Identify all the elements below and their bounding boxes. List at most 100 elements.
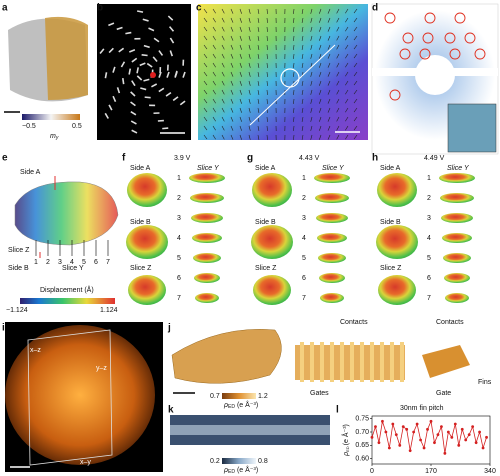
arrow — [345, 107, 349, 113]
colorbar-tick: −0.5 — [22, 123, 36, 130]
arrow — [203, 44, 208, 50]
arrow — [345, 26, 349, 32]
panel-letter: f — [122, 153, 126, 164]
arrow — [130, 120, 137, 125]
arrow — [327, 80, 331, 86]
slice — [441, 213, 473, 223]
slice-label: Slice Z — [8, 247, 30, 254]
data-point — [381, 419, 384, 423]
arrow — [212, 26, 216, 32]
peak-circle — [464, 32, 476, 44]
arrow — [116, 87, 121, 94]
unit: (e Å⁻³) — [237, 400, 258, 409]
arrow — [120, 61, 126, 68]
annotation: Contacts — [340, 319, 368, 326]
arrow — [230, 35, 234, 41]
arrow — [203, 62, 208, 68]
arrow — [257, 98, 260, 104]
side-label: Side B — [130, 219, 151, 226]
arrow — [353, 44, 358, 50]
arrow — [266, 17, 268, 24]
fin — [350, 342, 354, 382]
arrow — [266, 8, 268, 15]
arrow — [353, 80, 358, 86]
slice — [440, 193, 474, 203]
colorbar-tick: −1.124 — [6, 307, 28, 314]
arrow — [248, 134, 251, 140]
arrow — [239, 26, 242, 32]
slice-number: 4 — [427, 235, 431, 242]
arrow — [203, 134, 208, 140]
peak-circle — [449, 48, 461, 60]
slice-number: 2 — [177, 195, 181, 202]
arrow — [221, 26, 225, 32]
particle — [378, 275, 416, 305]
arrow — [221, 71, 225, 77]
arrow — [151, 83, 158, 88]
data-point — [377, 441, 381, 445]
arrow — [327, 134, 331, 140]
arrow — [319, 80, 322, 86]
arrow — [353, 26, 358, 32]
fin — [400, 342, 404, 382]
arrow — [301, 53, 304, 59]
slice-label: Slice Y — [197, 165, 220, 172]
particle — [126, 225, 168, 259]
arrow — [230, 17, 234, 23]
slice-label: Slice Z — [380, 265, 402, 272]
arrow — [221, 107, 225, 113]
data-point — [391, 422, 395, 426]
symbol: ρ — [223, 402, 228, 409]
arrow — [301, 17, 304, 23]
arrow — [310, 71, 313, 77]
slice-number: 3 — [177, 215, 181, 222]
arrow — [266, 71, 268, 78]
slice-number: 1 — [177, 175, 181, 182]
panel-letter: l — [336, 405, 339, 416]
colorbar-tick: 0.8 — [258, 458, 268, 465]
fin — [320, 342, 324, 382]
slice — [193, 253, 221, 263]
arrow — [212, 44, 216, 50]
arrow — [353, 71, 358, 77]
data-point — [460, 427, 464, 431]
arrow — [310, 26, 313, 32]
x-tick-label: 340 — [484, 468, 496, 475]
arrow — [345, 44, 349, 50]
slice-number: 6 — [177, 275, 181, 282]
slice-label: Slice Z — [255, 265, 277, 272]
arrow — [203, 89, 208, 95]
arrow — [319, 116, 322, 122]
arrow — [179, 100, 186, 106]
arrow — [310, 116, 313, 122]
arrow — [239, 17, 242, 23]
arrow — [168, 26, 175, 32]
arrow — [141, 54, 148, 57]
arrow — [319, 98, 322, 104]
panel-letter: e — [2, 153, 8, 164]
peak-circle — [422, 32, 434, 44]
slice-planes — [27, 329, 113, 466]
arrow — [104, 72, 108, 79]
arrow — [212, 8, 216, 14]
colorbar-tick: 0.7 — [210, 393, 220, 400]
arrow — [144, 96, 151, 99]
slice-number: 7 — [177, 295, 181, 302]
slice-number: 6 — [94, 259, 98, 266]
arrow — [336, 134, 340, 140]
arrow — [136, 75, 143, 81]
arrow — [130, 110, 137, 116]
arrow — [293, 125, 295, 132]
slice-number: 7 — [427, 295, 431, 302]
arrow — [203, 80, 208, 86]
data-point — [422, 446, 426, 450]
arrow — [248, 80, 251, 86]
chart-title: 30nm fin pitch — [400, 405, 444, 412]
voltage: 4.43 V — [299, 155, 320, 162]
arrow — [319, 26, 322, 32]
arrow — [327, 17, 331, 23]
data-point — [474, 441, 478, 445]
side-label: Side B — [255, 219, 276, 226]
arrow — [293, 35, 295, 42]
side-label: Side B — [8, 265, 29, 272]
